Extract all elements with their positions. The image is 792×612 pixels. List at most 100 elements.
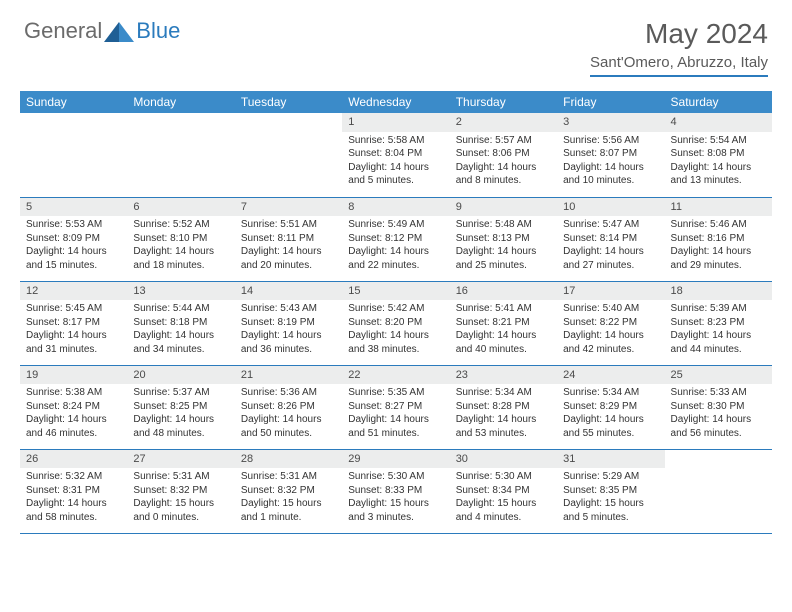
sunrise-text: Sunrise: 5:56 AM	[563, 134, 658, 148]
sunset-text: Sunset: 8:21 PM	[456, 316, 551, 330]
sunrise-text: Sunrise: 5:35 AM	[348, 386, 443, 400]
day-number: 30	[450, 450, 557, 469]
sunset-text: Sunset: 8:26 PM	[241, 400, 336, 414]
sunset-text: Sunset: 8:27 PM	[348, 400, 443, 414]
sunrise-text: Sunrise: 5:31 AM	[133, 470, 228, 484]
weekday-header: Sunday	[20, 91, 127, 113]
day-details: Sunrise: 5:54 AMSunset: 8:08 PMDaylight:…	[665, 132, 772, 192]
daylight-text: Daylight: 14 hours and 36 minutes.	[241, 329, 336, 356]
day-details: Sunrise: 5:37 AMSunset: 8:25 PMDaylight:…	[127, 384, 234, 444]
daylight-text: Daylight: 14 hours and 25 minutes.	[456, 245, 551, 272]
sunset-text: Sunset: 8:33 PM	[348, 484, 443, 498]
day-number: 17	[557, 282, 664, 301]
sunset-text: Sunset: 8:08 PM	[671, 147, 766, 161]
day-details	[127, 117, 234, 123]
sunset-text: Sunset: 8:32 PM	[241, 484, 336, 498]
day-details: Sunrise: 5:57 AMSunset: 8:06 PMDaylight:…	[450, 132, 557, 192]
daylight-text: Daylight: 14 hours and 51 minutes.	[348, 413, 443, 440]
sunrise-text: Sunrise: 5:30 AM	[456, 470, 551, 484]
sunset-text: Sunset: 8:34 PM	[456, 484, 551, 498]
daylight-text: Daylight: 14 hours and 56 minutes.	[671, 413, 766, 440]
day-details: Sunrise: 5:29 AMSunset: 8:35 PMDaylight:…	[557, 468, 664, 528]
calendar-day-cell: 31Sunrise: 5:29 AMSunset: 8:35 PMDayligh…	[557, 449, 664, 533]
daylight-text: Daylight: 15 hours and 5 minutes.	[563, 497, 658, 524]
day-details: Sunrise: 5:38 AMSunset: 8:24 PMDaylight:…	[20, 384, 127, 444]
day-details: Sunrise: 5:52 AMSunset: 8:10 PMDaylight:…	[127, 216, 234, 276]
day-details: Sunrise: 5:41 AMSunset: 8:21 PMDaylight:…	[450, 300, 557, 360]
logo-text-general: General	[24, 18, 102, 44]
day-details: Sunrise: 5:31 AMSunset: 8:32 PMDaylight:…	[235, 468, 342, 528]
day-number: 23	[450, 366, 557, 385]
day-details: Sunrise: 5:47 AMSunset: 8:14 PMDaylight:…	[557, 216, 664, 276]
day-number: 15	[342, 282, 449, 301]
sunset-text: Sunset: 8:19 PM	[241, 316, 336, 330]
daylight-text: Daylight: 14 hours and 46 minutes.	[26, 413, 121, 440]
daylight-text: Daylight: 14 hours and 5 minutes.	[348, 161, 443, 188]
day-number: 18	[665, 282, 772, 301]
day-number: 1	[342, 113, 449, 132]
calendar-day-cell: 26Sunrise: 5:32 AMSunset: 8:31 PMDayligh…	[20, 449, 127, 533]
calendar-day-cell: 7Sunrise: 5:51 AMSunset: 8:11 PMDaylight…	[235, 197, 342, 281]
day-details: Sunrise: 5:56 AMSunset: 8:07 PMDaylight:…	[557, 132, 664, 192]
daylight-text: Daylight: 14 hours and 48 minutes.	[133, 413, 228, 440]
calendar-day-cell	[235, 113, 342, 197]
calendar-day-cell	[665, 449, 772, 533]
sunset-text: Sunset: 8:07 PM	[563, 147, 658, 161]
sunset-text: Sunset: 8:04 PM	[348, 147, 443, 161]
calendar-day-cell: 4Sunrise: 5:54 AMSunset: 8:08 PMDaylight…	[665, 113, 772, 197]
calendar-day-cell: 1Sunrise: 5:58 AMSunset: 8:04 PMDaylight…	[342, 113, 449, 197]
sunset-text: Sunset: 8:17 PM	[26, 316, 121, 330]
daylight-text: Daylight: 14 hours and 18 minutes.	[133, 245, 228, 272]
day-details: Sunrise: 5:40 AMSunset: 8:22 PMDaylight:…	[557, 300, 664, 360]
sunrise-text: Sunrise: 5:38 AM	[26, 386, 121, 400]
sunrise-text: Sunrise: 5:53 AM	[26, 218, 121, 232]
weekday-header: Tuesday	[235, 91, 342, 113]
calendar-day-cell: 23Sunrise: 5:34 AMSunset: 8:28 PMDayligh…	[450, 365, 557, 449]
calendar-day-cell: 14Sunrise: 5:43 AMSunset: 8:19 PMDayligh…	[235, 281, 342, 365]
day-details	[235, 117, 342, 123]
calendar-day-cell: 9Sunrise: 5:48 AMSunset: 8:13 PMDaylight…	[450, 197, 557, 281]
calendar-day-cell: 24Sunrise: 5:34 AMSunset: 8:29 PMDayligh…	[557, 365, 664, 449]
sunset-text: Sunset: 8:28 PM	[456, 400, 551, 414]
sunrise-text: Sunrise: 5:37 AM	[133, 386, 228, 400]
daylight-text: Daylight: 14 hours and 8 minutes.	[456, 161, 551, 188]
day-number: 26	[20, 450, 127, 469]
day-details	[20, 117, 127, 123]
day-number: 19	[20, 366, 127, 385]
day-details: Sunrise: 5:51 AMSunset: 8:11 PMDaylight:…	[235, 216, 342, 276]
calendar-day-cell: 8Sunrise: 5:49 AMSunset: 8:12 PMDaylight…	[342, 197, 449, 281]
daylight-text: Daylight: 14 hours and 10 minutes.	[563, 161, 658, 188]
daylight-text: Daylight: 14 hours and 22 minutes.	[348, 245, 443, 272]
sunrise-text: Sunrise: 5:34 AM	[456, 386, 551, 400]
calendar-day-cell: 25Sunrise: 5:33 AMSunset: 8:30 PMDayligh…	[665, 365, 772, 449]
sunset-text: Sunset: 8:31 PM	[26, 484, 121, 498]
sunrise-text: Sunrise: 5:46 AM	[671, 218, 766, 232]
day-number: 14	[235, 282, 342, 301]
day-details: Sunrise: 5:48 AMSunset: 8:13 PMDaylight:…	[450, 216, 557, 276]
daylight-text: Daylight: 14 hours and 29 minutes.	[671, 245, 766, 272]
calendar-day-cell: 6Sunrise: 5:52 AMSunset: 8:10 PMDaylight…	[127, 197, 234, 281]
calendar-day-cell	[127, 113, 234, 197]
day-number: 8	[342, 198, 449, 217]
daylight-text: Daylight: 14 hours and 15 minutes.	[26, 245, 121, 272]
sunrise-text: Sunrise: 5:44 AM	[133, 302, 228, 316]
daylight-text: Daylight: 14 hours and 31 minutes.	[26, 329, 121, 356]
day-number: 16	[450, 282, 557, 301]
sunrise-text: Sunrise: 5:33 AM	[671, 386, 766, 400]
day-number: 31	[557, 450, 664, 469]
calendar-week-row: 26Sunrise: 5:32 AMSunset: 8:31 PMDayligh…	[20, 449, 772, 533]
sunset-text: Sunset: 8:29 PM	[563, 400, 658, 414]
header: General Blue May 2024 Sant'Omero, Abruzz…	[0, 0, 792, 83]
sunrise-text: Sunrise: 5:57 AM	[456, 134, 551, 148]
daylight-text: Daylight: 14 hours and 34 minutes.	[133, 329, 228, 356]
sunset-text: Sunset: 8:32 PM	[133, 484, 228, 498]
day-details: Sunrise: 5:58 AMSunset: 8:04 PMDaylight:…	[342, 132, 449, 192]
sunrise-text: Sunrise: 5:48 AM	[456, 218, 551, 232]
sunset-text: Sunset: 8:13 PM	[456, 232, 551, 246]
day-number: 4	[665, 113, 772, 132]
calendar-week-row: 1Sunrise: 5:58 AMSunset: 8:04 PMDaylight…	[20, 113, 772, 197]
day-number: 11	[665, 198, 772, 217]
calendar-day-cell	[20, 113, 127, 197]
sunrise-text: Sunrise: 5:40 AM	[563, 302, 658, 316]
calendar-day-cell: 3Sunrise: 5:56 AMSunset: 8:07 PMDaylight…	[557, 113, 664, 197]
